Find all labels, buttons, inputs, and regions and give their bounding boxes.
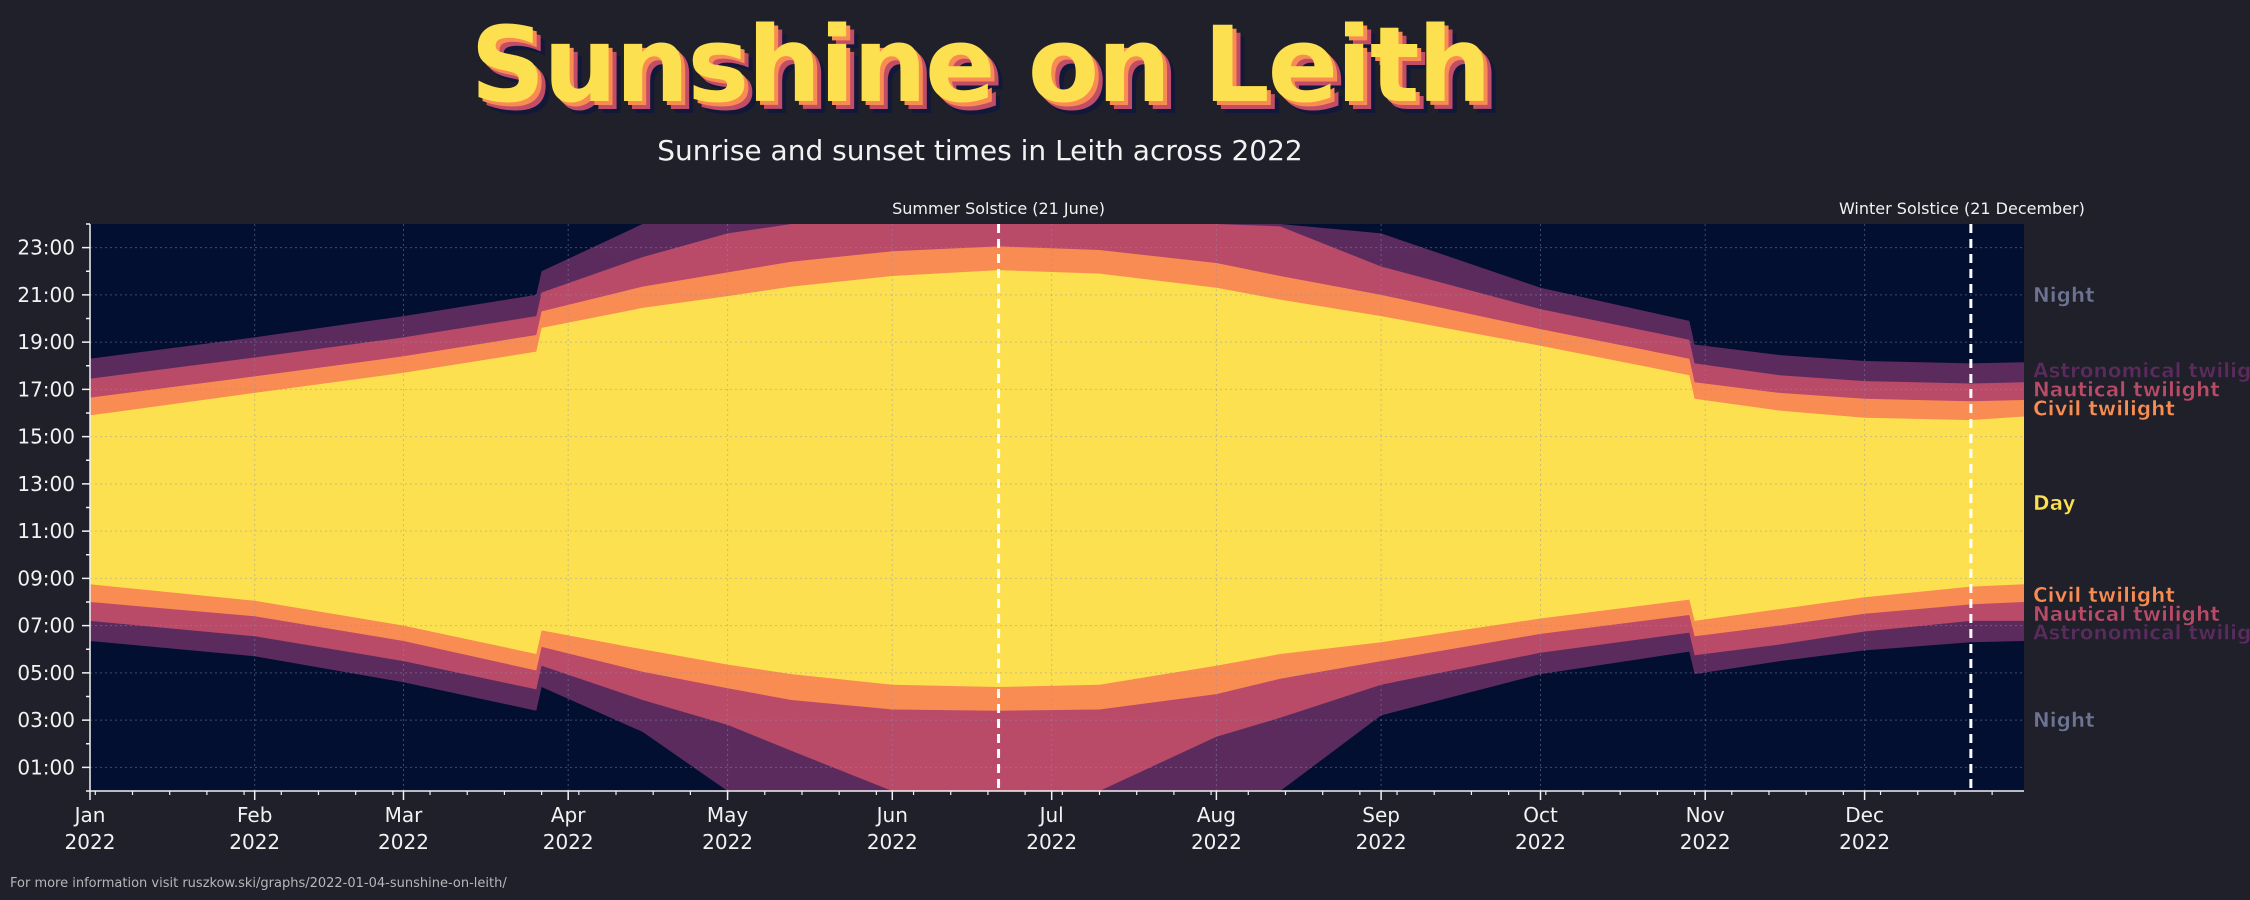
x-tick-year: 2022	[1515, 830, 1566, 854]
x-tick-month: Aug	[1197, 803, 1236, 827]
x-tick-year: 2022	[1680, 830, 1731, 854]
x-tick-year: 2022	[65, 830, 116, 854]
nautical-band-label: Nautical twilight	[2033, 602, 2220, 626]
x-tick-month: Oct	[1523, 803, 1558, 827]
y-tick-label: 15:00	[17, 425, 75, 449]
y-tick-label: 09:00	[17, 566, 75, 590]
x-tick-month: Apr	[551, 803, 586, 827]
night-band-label: Night	[2033, 283, 2095, 307]
y-tick-label: 19:00	[17, 330, 75, 354]
solstice-label: Summer Solstice (21 June)	[892, 199, 1105, 218]
x-tick-year: 2022	[1356, 830, 1407, 854]
y-tick-label: 13:00	[17, 472, 75, 496]
x-tick-year: 2022	[1839, 830, 1890, 854]
x-tick-month: Jan	[73, 803, 106, 827]
x-tick-month: Dec	[1845, 803, 1884, 827]
x-tick-month: Jul	[1038, 803, 1064, 827]
nautical-band-label: Nautical twilight	[2033, 377, 2220, 401]
astronomical-band-label: Astronomical twilight	[2033, 621, 2250, 645]
x-tick-year: 2022	[702, 830, 753, 854]
x-tick-month: Jun	[875, 803, 908, 827]
night-band-label: Night	[2033, 708, 2095, 732]
y-tick-label: 07:00	[17, 614, 75, 638]
y-tick-label: 05:00	[17, 661, 75, 685]
x-tick-year: 2022	[229, 830, 280, 854]
y-tick-label: 03:00	[17, 708, 75, 732]
x-tick-month: May	[707, 803, 749, 827]
x-tick-year: 2022	[378, 830, 429, 854]
footer-note: For more information visit ruszkow.ski/g…	[10, 876, 507, 891]
day-band	[90, 270, 2024, 687]
x-tick-month: Feb	[237, 803, 272, 827]
y-tick-label: 23:00	[17, 236, 75, 260]
axes-layer: 01:00 03:00 05:00 07:00 09:00 11:00 13:00 15:00…	[17, 223, 2024, 854]
y-tick-label: 21:00	[17, 283, 75, 307]
chart-title: Sunshine on Leith	[470, 4, 1491, 126]
solstice-layer: Summer Solstice (21 June) Winter Solstice…	[892, 199, 2085, 791]
grid-layer	[89, 224, 2024, 791]
day-band-label: Day	[2033, 491, 2076, 515]
x-tick-month: Nov	[1686, 803, 1725, 827]
x-tick-year: 2022	[1026, 830, 1077, 854]
astronomical-band-label: Astronomical twilight	[2033, 358, 2250, 382]
civil-band-label: Civil twilight	[2033, 583, 2175, 607]
x-tick-year: 2022	[867, 830, 918, 854]
x-tick-month: Sep	[1362, 803, 1400, 827]
y-tick-label: 01:00	[17, 755, 75, 779]
chart-subtitle: Sunrise and sunset times in Leith across…	[657, 134, 1303, 167]
band-layer	[90, 224, 2024, 791]
solstice-label: Winter Solstice (21 December)	[1839, 199, 2085, 218]
x-tick-year: 2022	[1191, 830, 1242, 854]
y-tick-label: 17:00	[17, 377, 75, 401]
civil-band-label: Civil twilight	[2033, 396, 2175, 420]
x-tick-year: 2022	[543, 830, 594, 854]
y-tick-label: 11:00	[17, 519, 75, 543]
x-tick-month: Mar	[385, 803, 424, 827]
